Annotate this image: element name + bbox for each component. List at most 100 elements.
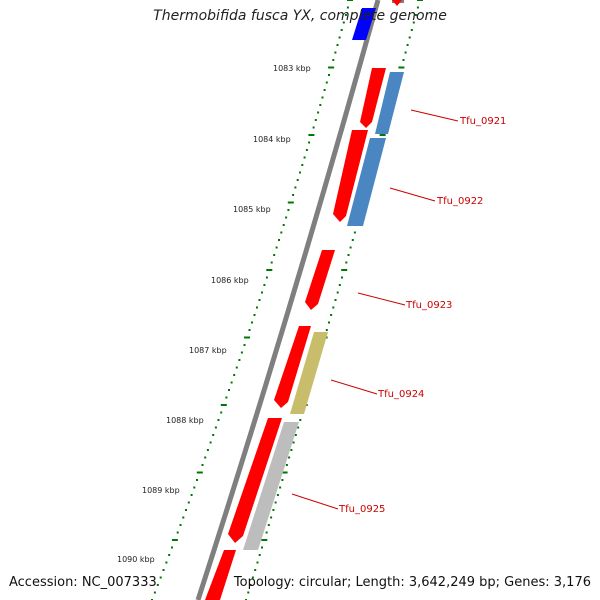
scale-major-tick: [261, 539, 268, 541]
scale-minor-tick: [299, 171, 301, 174]
cds-feature: [333, 130, 368, 222]
scale-minor-tick: [280, 231, 283, 234]
scale-minor-tick: [240, 351, 243, 354]
scale-minor-tick: [258, 554, 261, 556]
scale-label: 1085 kbp: [233, 205, 271, 214]
scale-major-tick: [281, 471, 288, 474]
scale-minor-tick: [217, 419, 220, 421]
scale-minor-tick: [349, 246, 352, 249]
scale-minor-tick: [162, 569, 165, 571]
scale-minor-tick: [406, 44, 409, 46]
cds-feature: [274, 326, 311, 408]
scale-minor-tick: [346, 6, 349, 9]
scale-minor-tick: [220, 411, 223, 414]
scale-minor-tick: [296, 179, 299, 181]
scale-major-tick: [287, 201, 294, 204]
scale-minor-tick: [288, 456, 291, 459]
scale-minor-tick: [261, 291, 263, 294]
scale-minor-tick: [176, 531, 179, 534]
scale-major-tick: [244, 336, 250, 339]
scale-major-tick: [347, 0, 353, 1]
scale-label: 1090 kbp: [117, 555, 155, 564]
scale-minor-tick: [214, 426, 217, 429]
accession-text: Accession: NC_007333: [9, 575, 157, 590]
scale-minor-tick: [258, 299, 261, 301]
scale-minor-tick: [332, 59, 335, 61]
gene-label[interactable]: Tfu_0924: [377, 389, 424, 400]
scale-minor-tick: [319, 104, 322, 106]
cds-feature-top: [392, 0, 402, 6]
scale-minor-tick: [281, 479, 284, 481]
scale-minor-tick: [290, 449, 293, 451]
scale-major-tick: [417, 0, 423, 1]
scale-label: 1089 kbp: [142, 486, 180, 495]
scale-minor-tick: [353, 231, 356, 234]
scale-major-tick: [379, 134, 386, 136]
scale-minor-tick: [156, 584, 159, 586]
scale-minor-tick: [323, 89, 326, 91]
scale-minor-tick: [256, 561, 259, 564]
scale-minor-tick: [230, 381, 233, 384]
scale-minor-tick: [251, 321, 253, 324]
gene-label[interactable]: Tfu_0923: [405, 300, 452, 311]
scale-minor-tick: [209, 441, 212, 444]
scale-major-tick: [220, 404, 227, 406]
scale-minor-tick: [201, 464, 204, 466]
scale-minor-tick: [292, 441, 295, 444]
scale-minor-tick: [272, 509, 275, 511]
scale-minor-tick: [251, 576, 254, 579]
scale-minor-tick: [190, 494, 193, 496]
scale-minor-tick: [410, 29, 413, 31]
scale-minor-tick: [248, 329, 251, 331]
scale-minor-tick: [317, 111, 320, 114]
cog-feature-olive: [290, 332, 328, 414]
scale-minor-tick: [273, 254, 276, 256]
scale-major-tick: [171, 539, 178, 541]
scale-label: 1084 kbp: [253, 135, 291, 144]
scale-minor-tick: [249, 584, 252, 586]
scale-minor-tick: [285, 464, 288, 466]
scale-minor-tick: [332, 306, 335, 309]
map-title: Thermobifida fusca YX, complete genome: [153, 8, 447, 24]
scale-minor-tick: [276, 494, 279, 496]
scale-minor-tick: [330, 314, 333, 316]
gene-label[interactable]: Tfu_0925: [338, 504, 385, 515]
scale-minor-tick: [351, 239, 354, 241]
scale-major-tick: [266, 269, 273, 271]
scale-minor-tick: [340, 29, 343, 31]
scale-minor-tick: [336, 291, 339, 294]
scale-minor-tick: [325, 81, 328, 84]
scale-minor-tick: [238, 359, 241, 361]
gene-label[interactable]: Tfu_0922: [436, 196, 483, 207]
genome-backbone: [195, 0, 381, 600]
scale-major-tick: [328, 66, 335, 69]
scale-minor-tick: [347, 254, 350, 256]
scale-minor-tick: [301, 164, 304, 166]
scale-minor-tick: [338, 284, 341, 286]
scale-minor-tick: [275, 246, 278, 249]
gene-label[interactable]: Tfu_0921: [459, 116, 506, 127]
scale-minor-tick: [342, 21, 345, 24]
cog-feature-grey: [243, 422, 299, 550]
scale-minor-tick: [314, 119, 317, 121]
scale-minor-tick: [206, 449, 209, 451]
cog-features: [243, 72, 404, 550]
scale-label: 1087 kbp: [189, 346, 227, 355]
scale-minor-tick: [187, 501, 190, 504]
scale-minor-tick: [294, 186, 297, 189]
scale-major-tick: [398, 66, 405, 69]
scale-minor-tick: [292, 194, 295, 196]
scale-minor-tick: [263, 284, 266, 286]
scale-minor-tick: [204, 456, 207, 459]
scale-minor-tick: [338, 36, 341, 39]
scale-minor-tick: [274, 501, 277, 504]
label-leader: [389, 187, 436, 202]
cds-feature: [205, 550, 236, 600]
scale-minor-tick: [196, 479, 198, 481]
scale-minor-tick: [402, 59, 405, 61]
scale-minor-tick: [254, 569, 257, 571]
scale-minor-tick: [267, 524, 270, 526]
cds-feature: [228, 418, 282, 543]
label-leader: [291, 493, 339, 510]
scale-minor-tick: [416, 6, 419, 9]
